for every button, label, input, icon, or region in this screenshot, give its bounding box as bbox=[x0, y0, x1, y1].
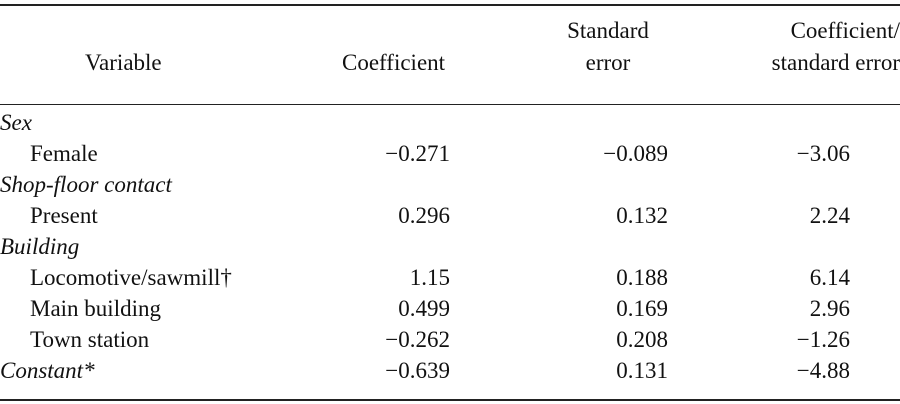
group-row-shop-floor-contact: Shop-floor contact bbox=[0, 169, 900, 200]
header-ratio-line1: Coefficient/ bbox=[790, 18, 900, 43]
standard-error-value: 0.188 bbox=[616, 265, 668, 290]
table-row: Main building 0.499 0.169 2.96 bbox=[0, 293, 900, 324]
header-coefficient-ratio: Coefficient/ standard error bbox=[718, 15, 900, 79]
variable-name: Female bbox=[30, 141, 98, 166]
standard-error-value: 0.169 bbox=[616, 296, 668, 321]
ratio-value: −1.26 bbox=[796, 327, 850, 352]
constant-label: Constant* bbox=[0, 358, 95, 383]
ratio-value: −3.06 bbox=[796, 141, 850, 166]
group-label: Building bbox=[0, 234, 80, 259]
coefficient-value: 0.296 bbox=[398, 203, 450, 228]
ratio-value: −4.88 bbox=[796, 358, 850, 383]
variable-name: Present bbox=[30, 203, 98, 228]
standard-error-value: 0.208 bbox=[616, 327, 668, 352]
table-row: Female −0.271 −0.089 −3.06 bbox=[0, 138, 900, 169]
group-row-sex: Sex bbox=[0, 107, 900, 138]
header-coefficient: Coefficient bbox=[342, 50, 446, 75]
header-rule bbox=[0, 104, 900, 105]
coefficient-value: −0.271 bbox=[385, 141, 450, 166]
table-row: Present 0.296 0.132 2.24 bbox=[0, 200, 900, 231]
variable-name: Main building bbox=[30, 296, 161, 321]
top-rule bbox=[0, 4, 900, 6]
coefficient-value: −0.639 bbox=[385, 358, 450, 383]
group-row-building: Building bbox=[0, 231, 900, 262]
ratio-value: 6.14 bbox=[809, 265, 850, 290]
header-standard-error-line1: Standard bbox=[567, 18, 649, 43]
ratio-value: 2.24 bbox=[809, 203, 850, 228]
coefficient-value: −0.262 bbox=[385, 327, 450, 352]
standard-error-value: −0.089 bbox=[603, 141, 668, 166]
ratio-value: 2.96 bbox=[809, 296, 850, 321]
header-variable: Variable bbox=[85, 50, 162, 75]
table-row: Locomotive/sawmill† 1.15 0.188 6.14 bbox=[0, 262, 900, 293]
variable-name: Locomotive/sawmill† bbox=[30, 265, 232, 290]
group-label: Shop-floor contact bbox=[0, 172, 172, 197]
coefficient-value: 0.499 bbox=[398, 296, 450, 321]
variable-name: Town station bbox=[30, 327, 150, 352]
standard-error-value: 0.132 bbox=[616, 203, 668, 228]
bottom-rule bbox=[0, 399, 900, 401]
group-label: Sex bbox=[0, 110, 32, 135]
coefficient-value: 1.15 bbox=[409, 265, 450, 290]
constant-row: Constant* −0.639 0.131 −4.88 bbox=[0, 355, 900, 386]
header-ratio-line2: standard error bbox=[771, 50, 900, 75]
header-standard-error: Standard error bbox=[548, 15, 668, 79]
header-standard-error-line2: error bbox=[585, 50, 631, 75]
standard-error-value: 0.131 bbox=[616, 358, 668, 383]
table-row: Town station −0.262 0.208 −1.26 bbox=[0, 324, 900, 355]
